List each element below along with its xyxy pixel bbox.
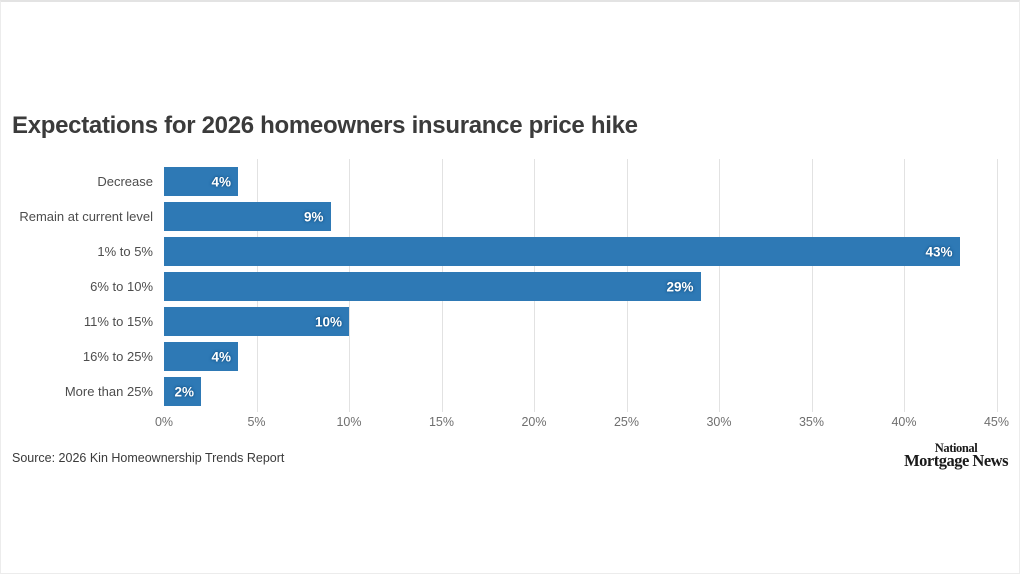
chart-row: Remain at current level 9% xyxy=(1,199,1010,234)
gridline xyxy=(811,159,813,412)
chart-row: More than 25% 2% xyxy=(1,374,1010,409)
bar: 2% xyxy=(164,377,201,406)
bar-value-label: 2% xyxy=(174,384,194,399)
chart-row: 11% to 15% 10% xyxy=(1,304,1010,339)
bar: 10% xyxy=(164,307,349,336)
bar-value-label: 43% xyxy=(925,244,953,259)
x-tick-label: 10% xyxy=(336,415,362,429)
category-label: Remain at current level xyxy=(19,209,153,224)
x-axis: 0% 5% 10% 15% 20% 25% 30% 35% 40% 45% xyxy=(155,415,1010,431)
x-tick-label: 45% xyxy=(983,415,1010,429)
category-label: Decrease xyxy=(97,174,153,189)
category-label: 6% to 10% xyxy=(90,279,153,294)
bar-track: 4% xyxy=(164,167,1010,196)
bar-track: 43% xyxy=(164,237,1010,266)
x-tick-label: 5% xyxy=(247,415,266,429)
bar: 9% xyxy=(164,202,331,231)
category-label: 1% to 5% xyxy=(97,244,153,259)
logo-line2: Mortgage News xyxy=(904,450,1008,470)
category-label: 11% to 15% xyxy=(83,314,153,329)
bar-track: 29% xyxy=(164,272,1010,301)
bar-chart-rows: Decrease 4% Remain at current level 9% 1% to… xyxy=(1,164,1010,409)
bar-track: 10% xyxy=(164,307,1010,336)
chart-row: 6% to 10% 29% xyxy=(1,269,1010,304)
x-tick-label: 20% xyxy=(521,415,547,429)
gridline xyxy=(904,159,905,412)
x-tick-label: 15% xyxy=(428,415,455,429)
bar-value-label: 10% xyxy=(314,314,342,329)
national-mortgage-news-logo: National Mortgage News xyxy=(904,442,1008,469)
gridline xyxy=(719,159,720,412)
bar-value-label: 29% xyxy=(666,279,694,294)
bar: 43% xyxy=(164,237,960,266)
logo-line1: National xyxy=(934,441,978,455)
x-tick-label: 25% xyxy=(613,415,640,429)
bar-track: 2% xyxy=(164,377,1010,406)
category-label: 16% to 25% xyxy=(82,349,153,364)
chart-title: Expectations for 2026 homeowners insuran… xyxy=(12,112,638,139)
bar: 29% xyxy=(164,272,701,301)
source-note: Source: 2026 Kin Homeownership Trends Re… xyxy=(12,451,285,465)
bar-value-label: 4% xyxy=(211,349,231,364)
gridline xyxy=(996,159,998,412)
bar-value-label: 9% xyxy=(303,209,324,224)
x-tick-label: 40% xyxy=(891,415,917,429)
x-tick-label: 30% xyxy=(706,415,732,429)
chart-row: Decrease 4% xyxy=(1,164,1010,199)
x-tick-label: 35% xyxy=(798,415,825,429)
chart-row: 16% to 25% 4% xyxy=(1,339,1010,374)
x-tick-label: 0% xyxy=(154,415,174,429)
bar: 4% xyxy=(164,167,238,196)
category-label: More than 25% xyxy=(64,384,153,399)
bar: 4% xyxy=(164,342,238,371)
bar-track: 9% xyxy=(164,202,1010,231)
bar-track: 4% xyxy=(164,342,1010,371)
bar-value-label: 4% xyxy=(211,174,231,189)
chart-row: 1% to 5% 43% xyxy=(1,234,1010,269)
